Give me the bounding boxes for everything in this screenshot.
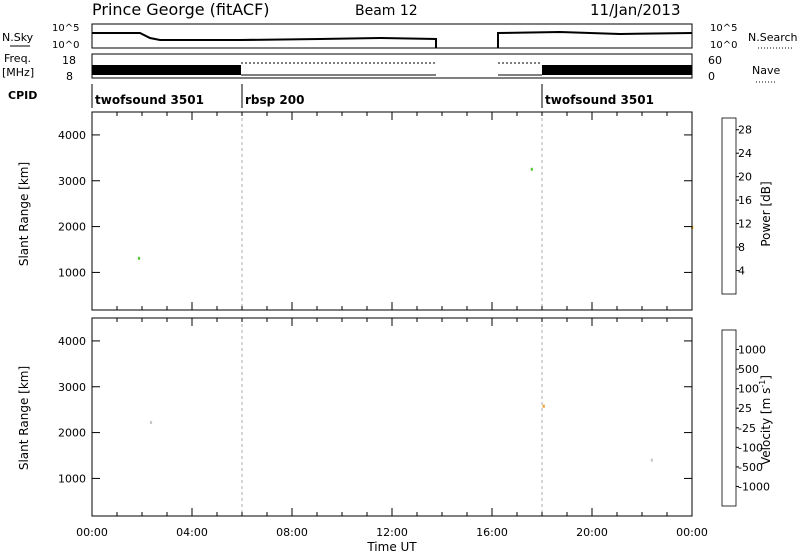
velocity-colorbar-tick-label: 100	[738, 383, 759, 396]
noise-tick-top-left: 10^5	[52, 23, 79, 34]
echo-cell	[650, 458, 653, 462]
nave-tick-top: 60	[708, 54, 722, 67]
velocity-colorbar: 1000 500 100 25 -25 -100 -500 -1000	[721, 329, 770, 507]
nave-label: Nave	[752, 64, 780, 77]
noise-tick-bottom-right: 10^0	[710, 40, 737, 51]
nave-tick-bottom: 0	[708, 70, 715, 83]
noise-tick-top-right: 10^5	[710, 23, 737, 34]
echo-cell	[149, 421, 153, 424]
freq-tick-top: 18	[62, 54, 76, 67]
power-colorbar-label: Power [dB]	[759, 181, 773, 246]
nsearch-label: N.Search	[748, 31, 798, 44]
x-tick-label: 04:00	[176, 526, 208, 539]
y-tick-label: 3000	[58, 381, 86, 394]
y-tick-label: 3000	[58, 175, 86, 188]
power-colorbar-tick-label: 28	[738, 124, 752, 137]
date-title: 11/Jan/2013	[590, 1, 681, 19]
velocity-colorbar-tick-label: 1000	[738, 344, 766, 357]
cpid-entry-label: twofsound 3501	[545, 93, 654, 107]
echo-cell	[137, 256, 141, 260]
x-tick-label: 00:00	[676, 526, 708, 539]
cpid-row: CPID twofsound 3501 rbsp 200 twofsound 350…	[8, 84, 654, 108]
y-tick-label: 4000	[58, 129, 86, 142]
y-tick-label: 2000	[58, 427, 86, 440]
power-ylabel: Slant Range [km]	[17, 162, 31, 266]
station-title: Prince George (fitACF)	[92, 0, 270, 19]
nsky-label: N.Sky	[2, 31, 34, 44]
echo-cell	[530, 167, 533, 171]
power-colorbar-tick-label: 24	[738, 147, 752, 160]
y-tick-label: 1000	[58, 472, 86, 485]
noise-sky-line	[92, 30, 693, 48]
x-tick-label: 20:00	[576, 526, 608, 539]
time-axis-label: Time UT	[366, 540, 417, 554]
velocity-colorbar-tick-label: -100	[738, 441, 763, 454]
y-tick-label: 4000	[58, 335, 86, 348]
velocity-colorbar-tick-label: 25	[738, 402, 752, 415]
x-tick-label: 08:00	[276, 526, 308, 539]
velocity-colorbar-label: Velocity [m s-1]	[758, 375, 773, 465]
power-colorbar-tick-label: 20	[738, 171, 752, 184]
power-colorbar-tick-label: 8	[738, 241, 745, 254]
x-tick-label: 16:00	[476, 526, 508, 539]
time-axis: 00:00 04:00 08:00 12:00 16:00 20:00 00:00	[76, 526, 708, 539]
y-tick-label: 2000	[58, 221, 86, 234]
noise-strip: N.Sky 10^5 10^0 10^5 10^0 N.Search	[2, 23, 798, 51]
power-colorbar-tick-label: 4	[738, 265, 745, 278]
power-panel: 1000 2000 3000 4000 Slant Range [km]	[17, 111, 694, 311]
cpid-label: CPID	[8, 89, 37, 102]
freq-bar-right	[542, 65, 692, 75]
velocity-colorbar-tick-label: -25	[738, 422, 756, 435]
freq-label-line2: [MHz]	[2, 66, 34, 79]
velocity-panel: 1000 2000 3000 4000 Slant Range [km]	[17, 317, 693, 517]
cpid-entry-label: twofsound 3501	[95, 93, 204, 107]
noise-tick-bottom-left: 10^0	[52, 40, 79, 51]
beam-title: Beam 12	[355, 3, 418, 19]
freq-label-line1: Freq.	[4, 52, 31, 65]
frequency-strip: Freq. [MHz] 18 8 60 0 Nave	[2, 52, 780, 83]
power-colorbar-tick-label: 16	[738, 194, 752, 207]
y-tick-label: 1000	[58, 266, 86, 279]
velocity-colorbar-tick-label: 500	[738, 363, 759, 376]
power-colorbar: 4 8 12 16 20 24 28	[721, 117, 752, 295]
echo-cell	[542, 404, 545, 408]
power-colorbar-tick-label: 12	[738, 218, 752, 231]
velocity-colorbar-tick-label: -1000	[738, 480, 770, 493]
velocity-ylabel: Slant Range [km]	[17, 366, 31, 470]
freq-bar-left	[92, 65, 241, 75]
cpid-entry-label: rbsp 200	[245, 93, 304, 107]
x-tick-label: 12:00	[376, 526, 408, 539]
x-tick-label: 00:00	[76, 526, 108, 539]
freq-tick-bottom: 8	[66, 70, 73, 83]
velocity-colorbar-tick-label: -500	[738, 461, 763, 474]
